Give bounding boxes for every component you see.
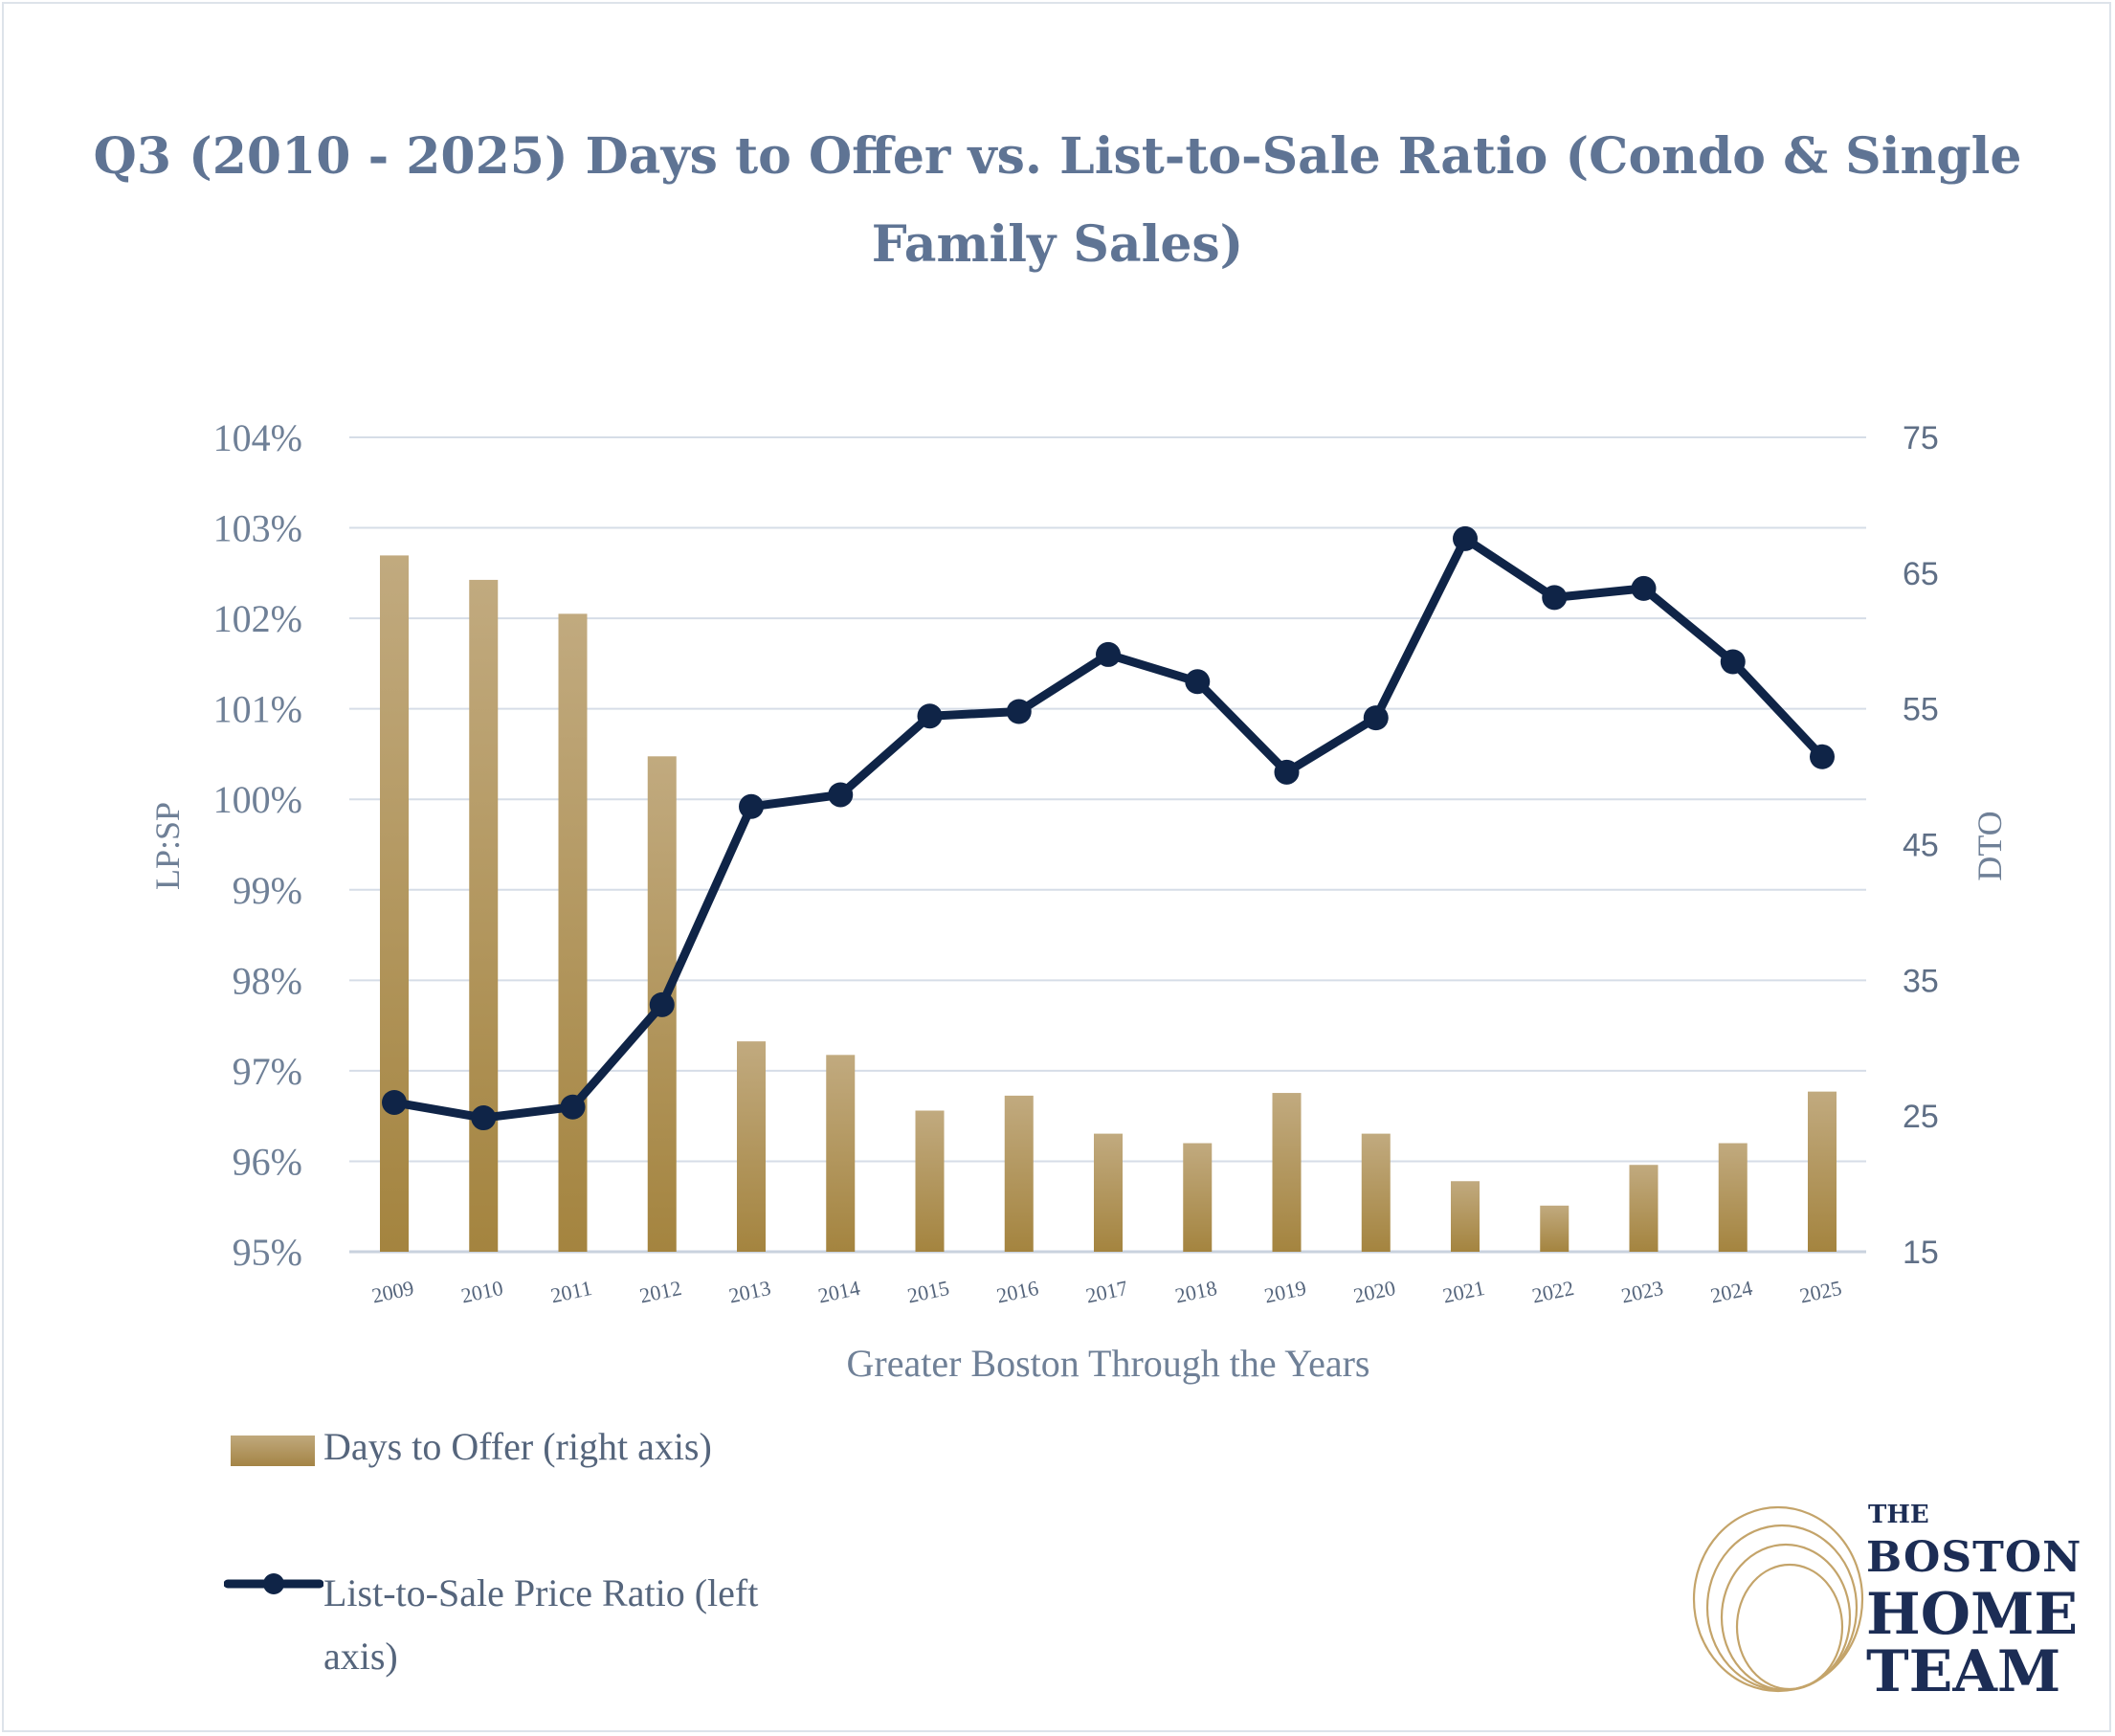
bar-2018 <box>1183 1143 1213 1252</box>
right-tick-label: 65 <box>1903 556 1939 592</box>
left-tick-label: 102% <box>213 597 302 640</box>
x-tick-label: 2025 <box>1797 1276 1843 1308</box>
right-tick-label: 35 <box>1903 963 1939 999</box>
chart-title: Q3 (2010 - 2025) Days to Offer vs. List-… <box>0 113 2115 289</box>
bar-2023 <box>1629 1165 1659 1252</box>
point-2014 <box>828 782 854 808</box>
bar-2019 <box>1272 1093 1302 1252</box>
point-2011 <box>560 1094 586 1120</box>
x-tick-label: 2017 <box>1083 1276 1129 1308</box>
right-tick-label: 25 <box>1903 1099 1939 1135</box>
left-tick-label: 97% <box>233 1050 302 1093</box>
logo-text-the: THE <box>1868 1501 1929 1529</box>
point-2023 <box>1631 575 1657 601</box>
boston-home-team-logo <box>1692 1505 1864 1693</box>
point-2021 <box>1453 525 1478 551</box>
left-axis-ticks: 95% 96% 97% 98% 99% 100% 101% 102% 103% 104% <box>213 416 302 1274</box>
bar-2021 <box>1451 1181 1480 1252</box>
bar-2010 <box>469 579 499 1252</box>
bar-2009 <box>380 555 409 1252</box>
x-tick-label: 2012 <box>637 1276 683 1308</box>
bar-2014 <box>826 1055 856 1252</box>
left-tick-label: 100% <box>213 778 302 821</box>
left-tick-label: 103% <box>213 507 302 550</box>
point-2018 <box>1185 669 1211 695</box>
ratio-line <box>390 534 1827 1123</box>
right-axis-ticks: 15 25 35 45 55 65 75 <box>1903 420 1939 1271</box>
left-tick-label: 99% <box>233 869 302 912</box>
legend-bar-swatch <box>231 1436 315 1466</box>
left-tick-label: 98% <box>233 959 302 1002</box>
x-tick-label: 2011 <box>548 1276 593 1307</box>
x-tick-label: 2015 <box>905 1276 951 1308</box>
bar-2024 <box>1718 1143 1748 1252</box>
logo-text-team: TEAM <box>1866 1638 2061 1705</box>
x-tick-label: 2023 <box>1619 1276 1665 1308</box>
bar-2025 <box>1808 1091 1837 1252</box>
point-2022 <box>1542 585 1568 611</box>
point-2019 <box>1274 759 1300 785</box>
chart-title-line-1: Q3 (2010 - 2025) Days to Offer vs. List-… <box>93 127 2022 186</box>
x-tick-label: 2020 <box>1351 1276 1397 1308</box>
bar-2011 <box>558 613 588 1252</box>
point-2009 <box>382 1089 407 1115</box>
bar-2020 <box>1361 1133 1391 1252</box>
right-tick-label: 55 <box>1903 692 1939 728</box>
point-2024 <box>1720 649 1746 675</box>
bar-2022 <box>1540 1205 1570 1252</box>
point-2017 <box>1096 641 1121 667</box>
x-tick-label: 2009 <box>369 1276 415 1308</box>
legend-line-swatch <box>224 1573 323 1594</box>
x-tick-label: 2018 <box>1173 1276 1219 1308</box>
point-2015 <box>917 703 943 729</box>
point-2013 <box>739 793 764 819</box>
x-tick-label: 2013 <box>726 1276 772 1308</box>
right-tick-label: 45 <box>1903 828 1939 864</box>
x-axis-title: Greater Boston Through the Years <box>847 1342 1370 1385</box>
point-2012 <box>649 991 675 1017</box>
point-2016 <box>1006 699 1032 724</box>
left-tick-label: 104% <box>213 416 302 459</box>
x-tick-label: 2019 <box>1262 1276 1308 1308</box>
logo-text-boston: BOSTON <box>1866 1533 2082 1582</box>
right-tick-label: 15 <box>1903 1235 1939 1271</box>
right-axis-title: DTO <box>1970 811 2009 880</box>
x-axis-ticks: 2009 2010 2011 2012 2013 2014 2015 2016 2017 2018… <box>369 1276 1843 1308</box>
left-tick-label: 96% <box>233 1140 302 1183</box>
chart-title-line-2: Family Sales) <box>871 215 1244 274</box>
point-2025 <box>1810 744 1835 769</box>
left-tick-label: 95% <box>233 1231 302 1274</box>
legend-line-label: List-to-Sale Price Ratio (left axis) <box>323 1571 759 1678</box>
point-2010 <box>471 1105 497 1131</box>
bar-2015 <box>915 1110 945 1252</box>
line-series <box>382 525 1835 1131</box>
bar-2013 <box>737 1041 766 1252</box>
x-tick-label: 2021 <box>1440 1276 1486 1308</box>
bar-2017 <box>1094 1133 1123 1252</box>
x-tick-label: 2016 <box>994 1276 1040 1308</box>
legend-bar-label: Days to Offer (right axis) <box>323 1425 712 1468</box>
right-tick-label: 75 <box>1903 420 1939 456</box>
x-tick-label: 2022 <box>1530 1276 1576 1308</box>
x-tick-label: 2010 <box>459 1276 505 1308</box>
left-tick-label: 101% <box>213 688 302 731</box>
point-2020 <box>1363 705 1389 731</box>
x-tick-label: 2014 <box>816 1276 862 1308</box>
x-tick-label: 2024 <box>1708 1276 1754 1308</box>
bar-2016 <box>1004 1095 1034 1252</box>
bar-series <box>380 555 1837 1252</box>
logo-text-home: HOME <box>1866 1581 2079 1648</box>
left-axis-title: LP:SP <box>148 802 187 890</box>
